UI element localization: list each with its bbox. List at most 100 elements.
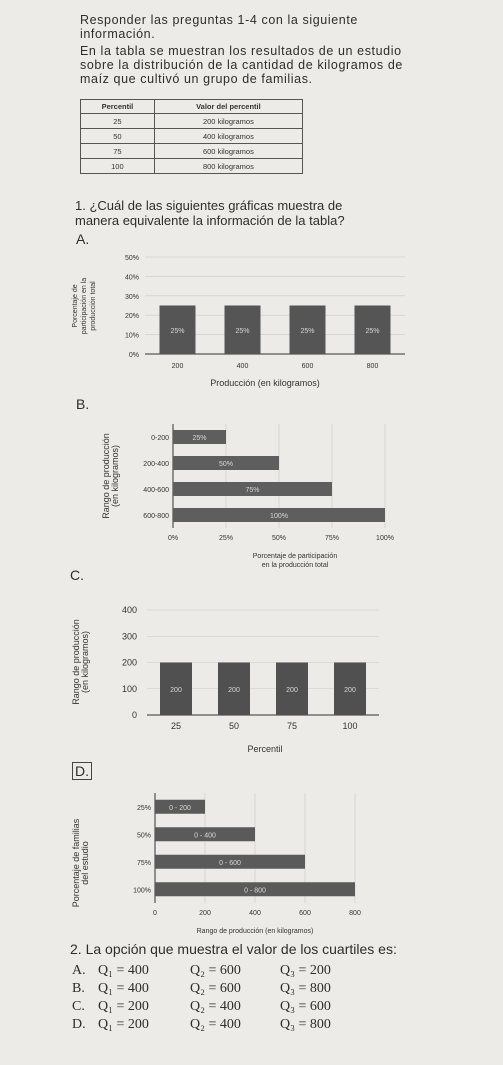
bar-data-label: 25%: [192, 435, 206, 442]
bar-data-label: 200: [170, 687, 182, 694]
y-axis-label: Porcentaje de: [72, 284, 79, 327]
bar-data-label: 50%: [219, 461, 233, 468]
x-tick-label: 600: [302, 363, 314, 370]
table-cell: 200 kilogramos: [153, 113, 304, 129]
x-tick-label: 50: [229, 721, 239, 731]
bar: [155, 827, 255, 842]
table-cell: 600 kilogramos: [153, 143, 304, 159]
intro-line-1: Responder las preguntas 1-4 con la sigui…: [80, 13, 358, 27]
table-cell: 800 kilogramos: [153, 158, 304, 174]
y-tick-label: 50%: [125, 255, 139, 262]
intro-line-4: sobre la distribución de la cantidad de …: [80, 58, 403, 72]
chart-option-c: 0 100 200 300 400 200 25 200 50 200 75 200 100 Rango …: [71, 605, 379, 754]
y-axis-label: Porcentaje de familias: [71, 818, 81, 907]
q2-option-letter: B.: [72, 981, 85, 996]
option-b-label: B.: [76, 396, 90, 412]
bar-data-label: 200: [228, 687, 240, 694]
table-cell: 400 kilogramos: [153, 128, 304, 144]
x-axis-label: Porcentaje de participación: [253, 553, 338, 560]
x-tick-label: 200: [172, 363, 184, 370]
x-tick-label: 100%: [376, 535, 394, 542]
y-tick-label: 600-800: [143, 513, 169, 520]
bar: [155, 882, 355, 897]
bar: [224, 305, 261, 354]
x-tick-label: 75%: [325, 535, 339, 542]
intro-line-5: maíz que cultivó un grupo de familias.: [80, 72, 313, 86]
table-header-percentil: Percentil: [80, 99, 155, 114]
bar-data-label: 200: [344, 687, 356, 694]
q2-q1: Q₁ = 400: [98, 981, 149, 996]
y-tick-label: 200-400: [143, 461, 169, 468]
x-axis-label: Rango de producción (en kilogramos): [197, 928, 314, 935]
y-tick-label: 0-200: [151, 435, 169, 442]
q2-option-b: B. Q₁ = 400 Q₂ = 600 Q₃ = 800: [72, 981, 331, 997]
bar-data-label: 0 - 600: [219, 860, 241, 867]
q2-option-c: C. Q₁ = 200 Q₂ = 400 Q₃ = 600: [72, 999, 331, 1015]
option-c-label: C.: [70, 567, 84, 583]
bar: [173, 508, 385, 522]
percentile-table: Percentil Valor del percentil 25 200 kil…: [80, 99, 304, 174]
chart-option-b: 0% 25% 50% 75% 100% 25% 0-200 50% 200-400 75% 400-…: [101, 424, 394, 569]
y-tick-label: 50%: [137, 832, 151, 839]
q2-option-letter: A.: [72, 963, 86, 978]
bar-data-label: 100%: [270, 513, 288, 520]
chart-option-a: 0% 10% 20% 30% 40% 50% 25% 200 25% 400 25% 600 25% 80…: [72, 255, 405, 388]
x-axis-label: Percentil: [247, 744, 282, 754]
bar: [173, 430, 226, 444]
x-tick-label: 400: [249, 910, 261, 917]
y-tick-label: 100%: [133, 887, 151, 894]
bar: [354, 305, 391, 354]
intro-line-2: información.: [80, 27, 156, 41]
question-1-line-1: 1. ¿Cuál de las siguientes gráficas mues…: [75, 198, 343, 213]
y-tick-label: 75%: [137, 860, 151, 867]
q2-q2: Q₂ = 600: [190, 981, 241, 996]
question-1-line-2: manera equivalente la información de la …: [75, 213, 345, 228]
y-tick-label: 30%: [125, 294, 139, 301]
bar: [173, 482, 332, 496]
x-tick-label: 25%: [219, 535, 233, 542]
bar: [159, 305, 196, 354]
q2-option-letter: D.: [72, 1017, 86, 1032]
x-tick-label: 800: [349, 910, 361, 917]
y-axis-label: Rango de producción: [71, 619, 81, 705]
x-tick-label: 200: [199, 910, 211, 917]
q2-q2: Q₂ = 400: [190, 999, 241, 1014]
x-tick-label: 25: [171, 721, 181, 731]
table-row: 25 200 kilogramos: [80, 113, 304, 129]
x-axis-label: en la producción total: [262, 562, 329, 569]
y-axis-label: Rango de producción: [101, 433, 111, 519]
x-tick-label: 0: [153, 910, 157, 917]
q2-q3: Q₃ = 200: [280, 963, 331, 978]
q2-q1: Q₁ = 200: [98, 999, 149, 1014]
bar-data-label: 0 - 800: [244, 887, 266, 894]
table-header-row: Percentil Valor del percentil: [80, 99, 304, 114]
q2-q3: Q₃ = 600: [280, 999, 331, 1014]
table-cell: 50: [80, 128, 155, 144]
q2-option-d: D. Q₁ = 200 Q₂ = 400 Q₃ = 800: [72, 1017, 331, 1033]
x-axis-label: Producción (en kilogramos): [210, 378, 320, 388]
y-axis-label: producción total: [90, 281, 97, 331]
y-axis-label: participación en la: [81, 278, 88, 335]
y-tick-label: 400: [122, 605, 137, 615]
x-tick-label: 600: [299, 910, 311, 917]
q2-option-letter: C.: [72, 999, 85, 1014]
y-tick-label: 200: [122, 658, 137, 668]
y-tick-label: 40%: [125, 274, 139, 281]
chart-option-d: 0 200 400 600 800 0 - 200 25% 0 - 400 50% 0 - 600…: [71, 793, 361, 935]
q2-q1: Q₁ = 400: [98, 963, 149, 978]
table-cell: 100: [80, 158, 155, 174]
y-tick-label: 0%: [129, 352, 139, 359]
x-tick-label: 800: [367, 363, 379, 370]
table-row: 100 800 kilogramos: [80, 158, 304, 174]
q2-q2: Q₂ = 600: [190, 963, 241, 978]
bar-data-label: 25%: [300, 328, 314, 335]
x-tick-label: 400: [237, 363, 249, 370]
y-tick-label: 300: [122, 631, 137, 641]
x-tick-label: 0%: [168, 535, 178, 542]
bar-data-label: 0 - 400: [194, 832, 216, 839]
option-d-label: D.: [72, 762, 92, 780]
q2-q2: Q₂ = 400: [190, 1017, 241, 1032]
option-a-label: A.: [76, 231, 90, 247]
q2-q1: Q₁ = 200: [98, 1017, 149, 1032]
y-axis-label: del estudio: [80, 841, 90, 885]
